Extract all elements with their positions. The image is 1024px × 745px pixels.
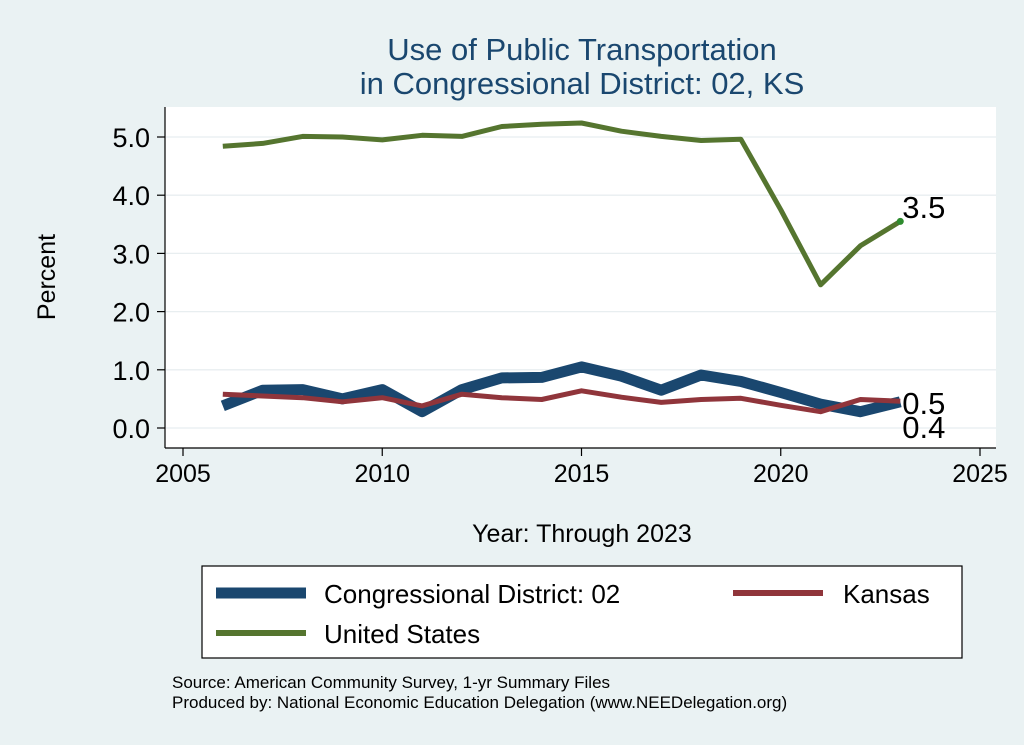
end-label-kansas: 0.5	[902, 386, 945, 421]
series-line-us	[222, 120, 902, 288]
y-tick-label: 1.0	[112, 356, 150, 386]
series-group: 0.40.5 3.5	[220, 120, 945, 445]
legend-box	[201, 565, 963, 659]
y-tick-label: 3.0	[112, 239, 150, 269]
end-label-cd02: 0.4	[902, 410, 945, 445]
chart-subtitle: in Congressional District: 02, KS	[360, 66, 805, 101]
x-tick-label: 2015	[554, 460, 610, 488]
y-tick-label: 4.0	[112, 181, 150, 211]
x-tick-label: 2020	[753, 460, 809, 488]
source-note: Source: American Community Survey, 1-yr …	[172, 673, 610, 692]
x-tick-label: 2005	[155, 460, 211, 488]
y-tick-label: 5.0	[112, 123, 150, 153]
x-axis-ticks: 2005 2010 2015 2020 2025	[155, 448, 1008, 488]
x-axis-label: Year: Through 2023	[472, 520, 692, 548]
end-label-us: 3.5	[902, 190, 945, 225]
y-tick-label: 2.0	[112, 298, 150, 328]
series-line-kansas	[222, 388, 901, 415]
chart-title: Use of Public Transportation	[387, 32, 776, 67]
y-axis-ticks: 0.0 1.0 2.0 3.0 4.0 5.0	[112, 123, 165, 444]
series-line-cd02	[220, 361, 902, 418]
legend-label-us: United States	[324, 619, 480, 649]
producer-note: Produced by: National Economic Education…	[172, 693, 787, 712]
y-axis-label: Percent	[33, 234, 61, 320]
x-tick-label: 2025	[952, 460, 1008, 488]
legend-label-cd02: Congressional District: 02	[324, 579, 620, 609]
x-tick-label: 2010	[354, 460, 410, 488]
legend-label-kansas: Kansas	[843, 579, 930, 609]
us-end-marker	[896, 217, 904, 225]
y-tick-label: 0.0	[112, 414, 150, 444]
